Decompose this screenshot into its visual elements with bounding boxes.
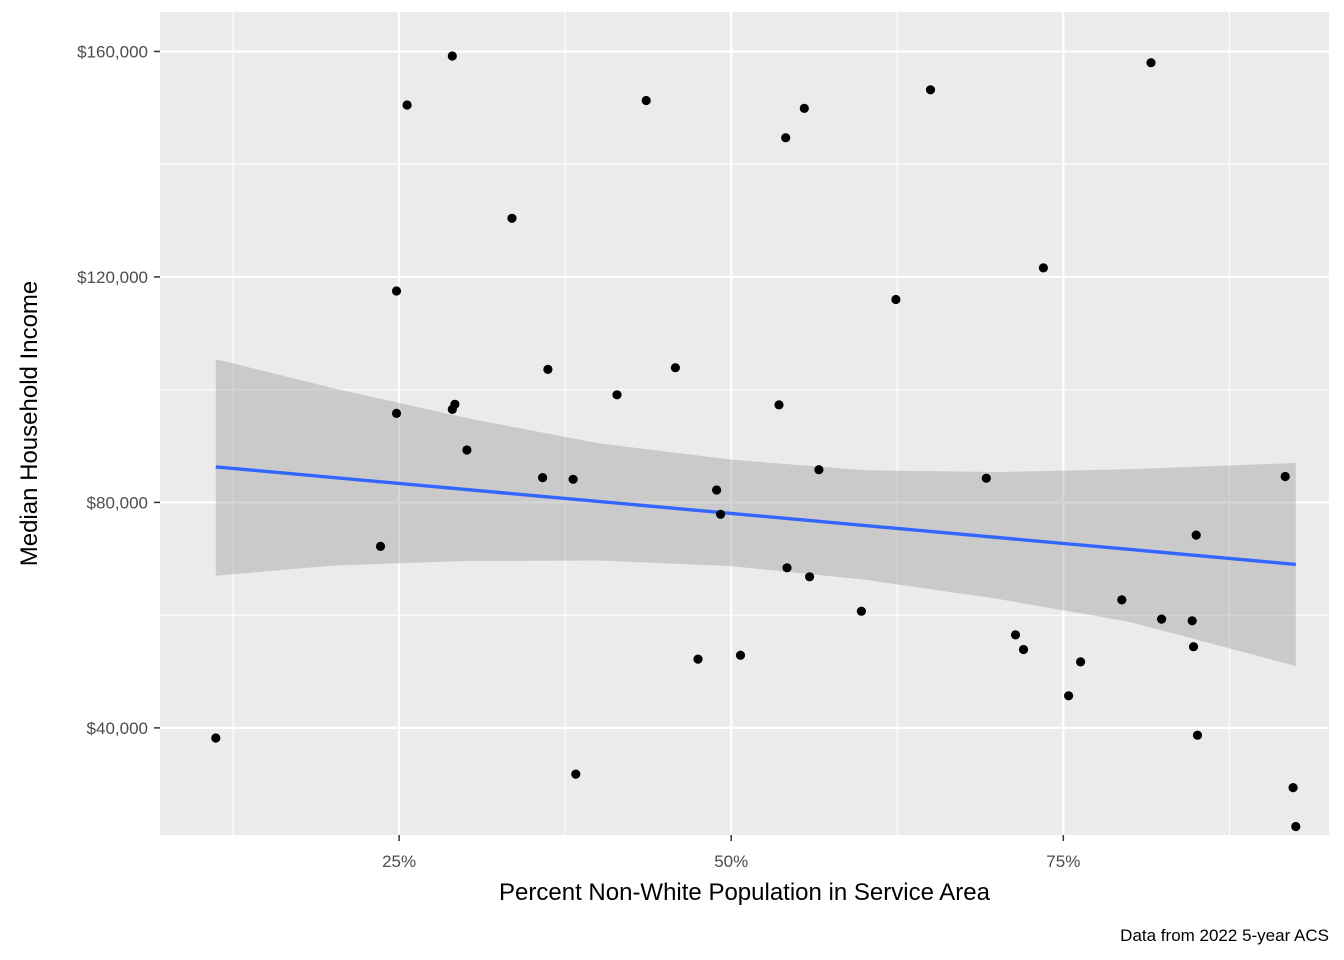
data-point [782, 563, 792, 573]
x-axis-title: Percent Non-White Population in Service … [499, 879, 991, 906]
x-tick-label: 75% [1046, 852, 1080, 871]
data-point [1191, 530, 1201, 540]
data-point [981, 473, 991, 483]
data-point [781, 133, 791, 143]
data-point [716, 509, 726, 519]
data-point [1291, 821, 1301, 832]
data-point [799, 103, 809, 113]
x-axis-ticks: 25% 50% 75% [382, 835, 1080, 871]
data-point [450, 399, 460, 409]
data-point [571, 769, 581, 779]
data-point [1064, 691, 1074, 701]
confidence-band [215, 359, 1296, 666]
data-point [805, 572, 815, 582]
data-point [391, 408, 402, 418]
y-tick-label: $40,000 [87, 719, 148, 738]
minor-gridlines [160, 12, 1329, 842]
data-point [856, 606, 867, 616]
data-point [447, 51, 457, 61]
major-gridlines [160, 12, 1329, 835]
data-point [641, 95, 651, 106]
data-point [1038, 263, 1048, 273]
data-point [612, 390, 622, 400]
data-point [507, 213, 517, 223]
data-point [1076, 657, 1086, 667]
data-point [891, 294, 901, 305]
data-point [814, 465, 824, 475]
y-tick-label: $80,000 [87, 493, 148, 512]
data-point [1146, 58, 1156, 68]
data-point [391, 286, 402, 296]
data-point [774, 400, 784, 410]
data-point [402, 100, 412, 110]
data-point [543, 364, 553, 374]
data-point [568, 474, 578, 484]
data-point [538, 473, 548, 483]
y-axis-ticks: $40,000 $80,000 $120,000 $160,000 [77, 42, 160, 738]
x-tick-label: 25% [382, 852, 416, 871]
y-tick-label: $160,000 [77, 42, 148, 61]
data-point [1192, 730, 1203, 740]
y-tick-label: $120,000 [77, 268, 148, 287]
data-point [712, 485, 722, 495]
data-point [1117, 595, 1127, 605]
chart-caption: Data from 2022 5-year ACS [1120, 926, 1329, 945]
data-point [1188, 642, 1199, 652]
data-point [462, 445, 472, 455]
x-tick-label: 50% [714, 852, 748, 871]
data-point [1187, 616, 1197, 626]
data-point [925, 85, 936, 95]
data-point [375, 541, 386, 552]
y-axis-title: Median Household Income [16, 281, 43, 567]
data-point [1157, 614, 1167, 624]
regression-line [215, 465, 1296, 567]
data-point [693, 654, 703, 664]
data-point [1018, 644, 1029, 655]
data-point [735, 650, 746, 660]
data-point [1288, 783, 1298, 793]
data-point [1280, 471, 1290, 482]
data-point [670, 363, 681, 373]
data-point [211, 733, 221, 743]
plot-panel [160, 12, 1329, 835]
data-point [1010, 630, 1021, 640]
data-points [211, 51, 1301, 832]
